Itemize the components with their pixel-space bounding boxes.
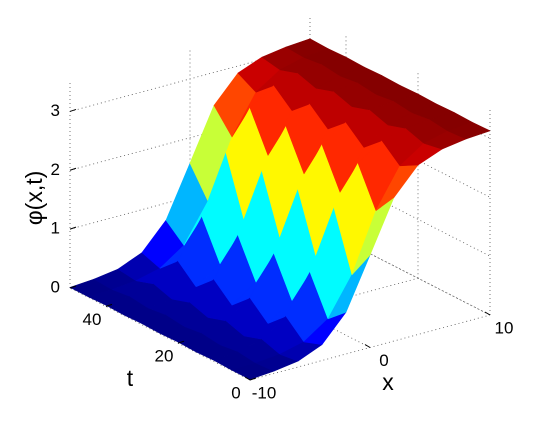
z-tick bbox=[69, 167, 77, 171]
y-axis-label: t bbox=[127, 365, 134, 391]
x-tick-label: -10 bbox=[252, 383, 277, 402]
grid-line bbox=[69, 104, 311, 171]
x-tick-label: 10 bbox=[495, 318, 514, 337]
x-tick bbox=[244, 376, 251, 381]
z-tick bbox=[69, 226, 77, 230]
grid-line bbox=[309, 222, 491, 316]
z-tick-label: 1 bbox=[51, 219, 60, 238]
x-tick-label: 0 bbox=[379, 351, 388, 370]
y-tick-label: 0 bbox=[231, 383, 240, 402]
x-tick bbox=[484, 311, 491, 316]
axes: -10 0 10 0 20 40 0 1 2 3 bbox=[51, 101, 514, 403]
y-tick bbox=[177, 340, 185, 344]
grid-line bbox=[309, 163, 491, 257]
y-tick bbox=[105, 303, 113, 307]
z-axis-label: φ(x,t) bbox=[21, 171, 47, 226]
y-tick-label: 40 bbox=[83, 310, 102, 329]
z-tick-label: 3 bbox=[51, 101, 60, 120]
z-tick-label: 0 bbox=[51, 277, 60, 296]
x-tick bbox=[364, 344, 371, 348]
surface-patch bbox=[447, 121, 491, 140]
grid-line bbox=[69, 287, 251, 381]
y-tick-label: 20 bbox=[155, 347, 174, 366]
surface bbox=[69, 38, 491, 380]
grid-line bbox=[309, 104, 491, 198]
x-axis-label: x bbox=[382, 369, 394, 395]
z-tick bbox=[69, 285, 77, 289]
z-tick bbox=[69, 108, 77, 112]
y-tick bbox=[249, 377, 257, 381]
z-tick-label: 2 bbox=[51, 160, 60, 179]
